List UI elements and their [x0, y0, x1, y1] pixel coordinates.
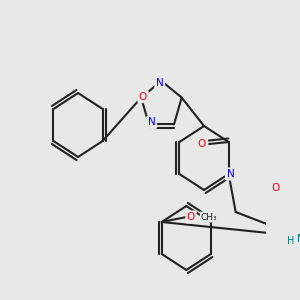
- Text: CH₃: CH₃: [201, 212, 218, 221]
- Text: O: O: [198, 139, 206, 149]
- Text: O: O: [272, 183, 280, 193]
- Text: N: N: [226, 169, 234, 179]
- Text: O: O: [187, 212, 195, 222]
- Text: N: N: [297, 234, 300, 244]
- Text: N: N: [156, 78, 164, 88]
- Text: O: O: [139, 92, 147, 102]
- Text: H: H: [287, 236, 294, 246]
- Text: N: N: [148, 117, 155, 128]
